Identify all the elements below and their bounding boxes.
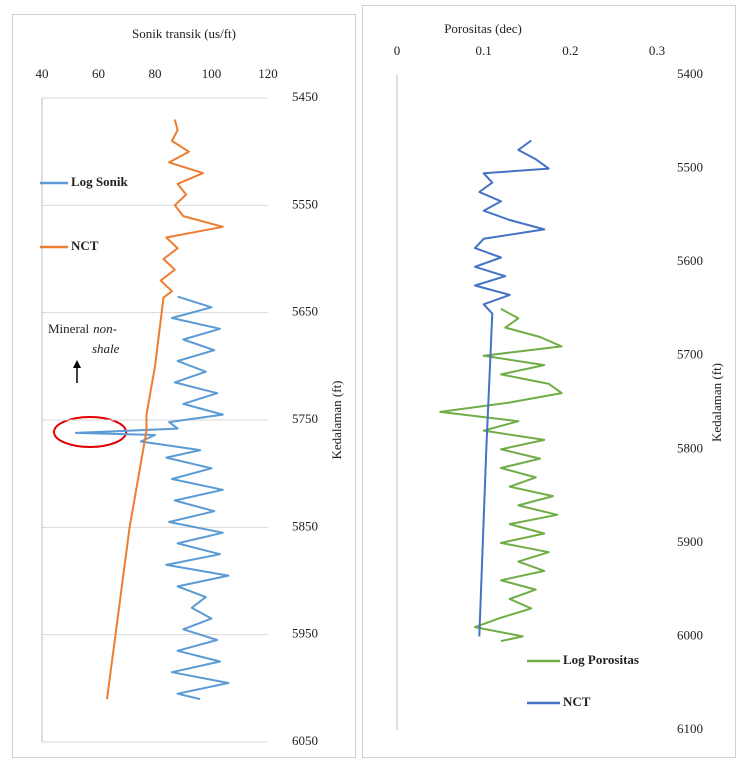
chart-title: Porositas (dec) [444, 21, 522, 36]
x-tick-label: 80 [149, 66, 162, 81]
annotation-italic: non- [93, 321, 117, 336]
x-tick-label: 120 [258, 66, 278, 81]
y-tick-label: 5550 [292, 196, 318, 211]
arrow-head [73, 360, 81, 368]
y-tick-label: 5750 [292, 411, 318, 426]
y-axis-title: Kedalaman (ft) [709, 363, 724, 442]
y-tick-label: 5800 [677, 440, 703, 455]
series-line [74, 295, 230, 701]
x-tick-label: 60 [92, 66, 105, 81]
panel-border [362, 5, 736, 758]
y-tick-label: 5900 [677, 534, 703, 549]
legend-label: Log Sonik [71, 174, 128, 189]
series-line [474, 139, 550, 637]
y-tick-label: 5600 [677, 253, 703, 268]
panel-border [12, 14, 356, 758]
y-tick-label: 5400 [677, 66, 703, 81]
y-tick-label: 5450 [292, 89, 318, 104]
y-tick-label: 6100 [677, 721, 703, 736]
annotation-text: Mineral [48, 321, 90, 336]
y-tick-label: 5850 [292, 518, 318, 533]
x-tick-label: 100 [202, 66, 222, 81]
highlight-ellipse [53, 416, 127, 448]
series-line [106, 119, 224, 700]
annotation: Mineral non- [48, 321, 117, 336]
x-tick-label: 0 [394, 43, 401, 58]
series-line [439, 308, 563, 643]
y-tick-label: 5500 [677, 160, 703, 175]
chart-title: Sonik transik (us/ft) [132, 26, 236, 41]
y-tick-label: 6000 [677, 627, 703, 642]
x-tick-label: 0.1 [476, 43, 492, 58]
x-tick-label: 40 [36, 66, 49, 81]
y-axis-title: Kedalaman (ft) [329, 380, 344, 459]
legend-label: NCT [71, 238, 99, 253]
y-tick-label: 5650 [292, 304, 318, 319]
legend-label: NCT [563, 694, 591, 709]
y-tick-label: 5950 [292, 626, 318, 641]
y-tick-label: 6050 [292, 733, 318, 748]
x-tick-label: 0.2 [562, 43, 578, 58]
legend-label: Log Porositas [563, 652, 639, 667]
annotation-italic: shale [92, 341, 120, 356]
y-tick-label: 5700 [677, 347, 703, 362]
x-tick-label: 0.3 [649, 43, 665, 58]
